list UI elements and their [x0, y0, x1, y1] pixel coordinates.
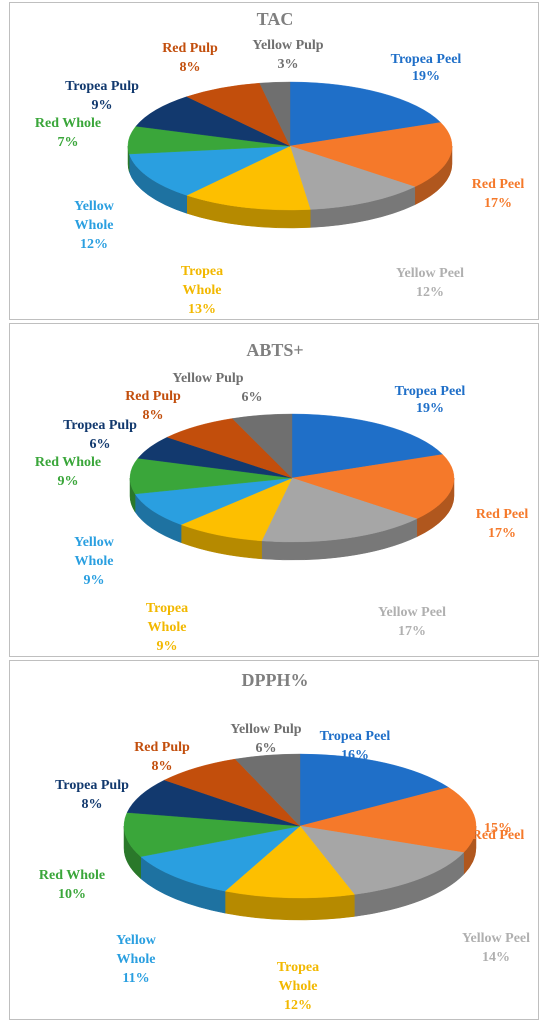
data-label-value-tropea-whole: 9%: [157, 639, 178, 654]
pie-tops: [127, 81, 453, 211]
pie-slice-yellow-whole: [129, 145, 291, 196]
pie-slice-yellow-peel: [289, 145, 416, 210]
data-label-name-tropea-peel: Tropea Peel: [391, 52, 462, 67]
pie-slice-tropea-whole: [224, 825, 355, 899]
pie-slice-tropea-pulp: [126, 779, 301, 827]
data-label-value-yellow-peel: 14%: [482, 950, 510, 965]
data-label-name-tropea-whole: Whole: [148, 620, 187, 635]
pie-slice-tropea-pulp: [135, 96, 291, 147]
pie-slice-yellow-pulp: [231, 413, 293, 479]
data-label-name-yellow-pulp: Yellow Pulp: [230, 722, 301, 737]
pie-slice-red-whole: [129, 458, 293, 495]
data-label-name-red-whole: Red Whole: [35, 455, 101, 470]
pie-slice-tropea-peel: [299, 753, 450, 827]
pie-slice-red-pulp: [163, 758, 301, 827]
data-label-name-red-pulp: Red Pulp: [134, 740, 190, 755]
data-label-value-red-pulp: 8%: [143, 408, 164, 423]
pie-labels: Tropea Peel 19% Red Peel 17% Yellow Peel 17% T…: [35, 371, 528, 654]
data-label-name-yellow-peel: Yellow Peel: [396, 266, 464, 281]
data-label-value-tropea-whole: 12%: [284, 998, 312, 1013]
data-label-name-red-whole: Red Whole: [35, 116, 101, 131]
data-label-value-yellow-peel: 17%: [398, 624, 426, 639]
data-label-name-tropea-whole: Tropea: [146, 601, 188, 616]
pie-slice-yellow-whole: [134, 477, 293, 525]
data-label-value-yellow-whole: 9%: [84, 573, 105, 588]
pie-slice-tropea-peel: [291, 413, 444, 479]
data-label-name-yellow-whole: Whole: [75, 554, 114, 569]
data-label-name-red-whole: Red Whole: [39, 868, 105, 883]
data-label-value-red-pulp: 8%: [152, 759, 173, 774]
data-label-name-tropea-whole: Whole: [279, 979, 318, 994]
data-label-value-red-pulp: 8%: [180, 60, 201, 75]
data-label-name-tropea-peel: Tropea Peel: [395, 384, 466, 399]
data-label-value-tropea-peel: 19%: [416, 401, 444, 416]
data-label-name-tropea-peel: Tropea Peel: [320, 729, 391, 744]
data-label-name-yellow-peel: Yellow Peel: [378, 605, 446, 620]
data-label-name-tropea-pulp: Tropea Pulp: [63, 418, 137, 433]
data-label-name-yellow-whole: Yellow: [116, 933, 157, 948]
data-label-value-yellow-whole: 11%: [122, 971, 149, 986]
data-label-value-yellow-pulp: 6%: [256, 741, 277, 756]
data-label-name-red-peel: Red Peel: [472, 177, 525, 192]
data-label-name-red-peel: Red Peel: [476, 507, 529, 522]
pie-tops: [129, 413, 455, 543]
data-label-name-yellow-whole: Yellow: [74, 535, 115, 550]
data-label-value-tropea-whole: 13%: [188, 302, 216, 317]
data-label-value-yellow-peel: 12%: [416, 285, 444, 300]
data-label-name-yellow-whole: Whole: [117, 952, 156, 967]
pie-slice-red-peel: [299, 787, 477, 853]
pie-slice-red-peel: [289, 122, 453, 188]
pie-chart-tac: TAC Tropea Peel 19% Red Peel 17% Yellow Peel…: [35, 9, 524, 317]
data-label-value-tropea-pulp: 9%: [92, 98, 113, 113]
data-label-name-yellow-peel: Yellow Peel: [462, 931, 530, 946]
data-label-name-yellow-whole: Yellow: [74, 199, 115, 214]
pie-slice-tropea-whole: [180, 477, 293, 542]
data-label-value-red-peel: 17%: [484, 196, 512, 211]
data-label-name-red-peel: Red Peel: [472, 828, 525, 843]
pie-slice-red-whole: [123, 812, 301, 857]
pie-slice-yellow-pulp: [259, 81, 291, 147]
pie-slice-tropea-whole: [186, 145, 311, 211]
data-label-name-tropea-pulp: Tropea Pulp: [55, 778, 129, 793]
pie-panel-dpph: DPPH% Tropea Peel 16% Red Peel 15% Yellow Pe…: [9, 660, 539, 1020]
data-label-name-red-pulp: Red Pulp: [162, 41, 218, 56]
data-label-name-yellow-whole: Whole: [75, 218, 114, 233]
data-label-value-red-whole: 7%: [58, 135, 79, 150]
pie-slice-tropea-peel: [289, 81, 442, 147]
data-label-value-tropea-pulp: 6%: [90, 437, 111, 452]
chart-title: TAC: [257, 9, 294, 29]
data-label-name-tropea-pulp: Tropea Pulp: [65, 79, 139, 94]
pie-chart-abts: ABTS+ Tropea Peel 19% Red Peel 17% Yellow Pe…: [35, 340, 528, 654]
data-label-value-tropea-peel: 16%: [341, 748, 369, 763]
pie-slice-yellow-pulp: [234, 753, 301, 827]
data-label-value-yellow-whole: 12%: [80, 237, 108, 252]
data-label-value-yellow-pulp: 3%: [278, 57, 299, 72]
data-label-value-yellow-pulp: 6%: [242, 390, 263, 405]
data-label-value-tropea-pulp: 8%: [82, 797, 103, 812]
chart-title: ABTS+: [246, 340, 303, 360]
pie-slice-yellow-peel: [261, 477, 418, 543]
pie-tops: [123, 753, 477, 899]
pie-panel-abts: ABTS+ Tropea Peel 19% Red Peel 17% Yellow Pe…: [9, 323, 539, 657]
chart-title: DPPH%: [242, 670, 309, 690]
pie-slice-yellow-whole: [140, 825, 301, 892]
data-label-value-red-peel: 17%: [488, 526, 516, 541]
pie-panel-tac: TAC Tropea Peel 19% Red Peel 17% Yellow Peel…: [9, 2, 539, 320]
data-label-name-tropea-whole: Tropea: [277, 960, 319, 975]
data-label-value-red-whole: 10%: [58, 887, 86, 902]
data-label-name-tropea-whole: Tropea: [181, 264, 223, 279]
pie-sides: [123, 825, 477, 921]
data-label-name-red-pulp: Red Pulp: [125, 389, 181, 404]
data-label-name-tropea-whole: Whole: [183, 283, 222, 298]
data-label-name-yellow-pulp: Yellow Pulp: [172, 371, 243, 386]
pie-labels: Tropea Peel 19% Red Peel 17% Yellow Peel 12% T…: [35, 38, 524, 317]
data-label-value-red-peel: 15%: [484, 821, 512, 836]
data-label-value-tropea-peel: 19%: [412, 69, 440, 84]
pie-slice-red-peel: [291, 454, 455, 520]
data-label-name-yellow-pulp: Yellow Pulp: [252, 38, 323, 53]
data-label-value-red-whole: 9%: [58, 474, 79, 489]
